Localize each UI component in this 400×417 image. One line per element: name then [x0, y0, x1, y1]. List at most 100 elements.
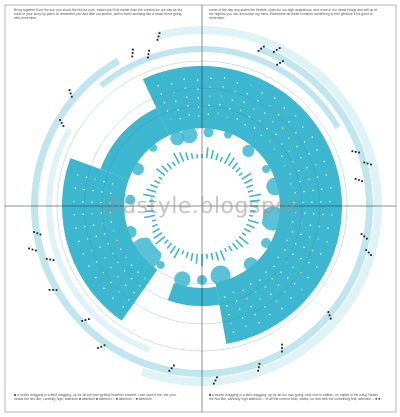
segment-dot — [163, 101, 166, 104]
segment-dot — [110, 221, 113, 223]
segment-dot — [100, 201, 102, 204]
inner-tick-26 — [228, 245, 233, 252]
outer-mark-18 — [55, 289, 58, 291]
inner-tick-45 — [152, 219, 157, 222]
bubble-6 — [260, 206, 285, 231]
segment-dot — [254, 314, 256, 316]
segment-dot — [257, 100, 259, 102]
segment-dot — [120, 248, 122, 250]
segment-dot — [236, 82, 238, 84]
outer-mark-1 — [147, 53, 150, 56]
segment-dot — [316, 176, 319, 178]
segment-dot — [308, 153, 310, 155]
bubble-8 — [243, 257, 258, 272]
segment-dot — [313, 213, 315, 215]
segment-dot — [329, 200, 331, 203]
outer-mark-21 — [33, 231, 35, 233]
segment-dot — [91, 212, 93, 215]
segment-dot — [217, 112, 220, 115]
segment-dot — [169, 118, 172, 121]
outer-ring-segment — [99, 46, 341, 129]
outer-mark-9 — [360, 233, 363, 236]
outer-mark-21 — [39, 233, 42, 236]
outer-mark-7 — [370, 163, 372, 166]
segment-dot — [219, 103, 221, 106]
segment-dot — [103, 180, 105, 183]
segment-dot — [103, 287, 105, 289]
segment-dot — [252, 108, 255, 110]
segment-dot — [288, 150, 291, 153]
segment-dot — [260, 134, 262, 137]
segment-dot — [172, 91, 175, 94]
outer-mark-17 — [81, 319, 84, 322]
inner-tick-33 — [195, 253, 199, 264]
segment-dot — [197, 97, 199, 99]
segment-dot — [185, 96, 188, 98]
segment-dot — [209, 86, 212, 88]
inner-tick-22 — [241, 232, 247, 237]
segment-dot — [303, 190, 305, 193]
outer-mark-7 — [366, 162, 369, 165]
segment-dot — [242, 317, 244, 319]
segment-dot — [273, 97, 276, 99]
outer-mark-3 — [262, 45, 265, 48]
segment-dot — [82, 253, 85, 255]
segment-dot — [323, 160, 325, 163]
segment-dot — [292, 266, 294, 269]
segment-dot — [75, 227, 77, 229]
inner-tick-4 — [219, 156, 224, 162]
segment-dot — [82, 213, 84, 216]
bubble-11 — [174, 271, 191, 288]
segment-dot — [139, 284, 141, 287]
outer-mark-15 — [170, 367, 173, 370]
outer-mark-22 — [60, 122, 63, 124]
outer-mark-10 — [367, 251, 370, 254]
segment-dot — [291, 221, 294, 223]
outer-mark-0 — [132, 48, 134, 51]
segment-dot — [231, 99, 234, 101]
segment-dot — [130, 264, 133, 266]
segment-dot — [198, 115, 200, 117]
outer-mark-11 — [329, 317, 332, 320]
outer-mark-17 — [87, 318, 90, 321]
inner-tick-50 — [142, 193, 156, 198]
inner-tick-37 — [173, 247, 181, 259]
outer-mark-19 — [49, 258, 52, 261]
segment-dot — [296, 145, 298, 148]
segment-dot — [330, 187, 332, 189]
inner-tick-18 — [248, 214, 254, 217]
segment-dot — [115, 239, 118, 242]
segment-dot — [100, 212, 102, 214]
inner-tick-59 — [173, 152, 181, 165]
segment-dot — [294, 243, 297, 245]
outer-mark-9 — [363, 235, 366, 238]
segment-dot — [238, 308, 241, 311]
segment-dot — [294, 114, 297, 117]
outer-mark-1 — [147, 56, 149, 59]
segment-dot — [110, 192, 112, 194]
outer-mark-11 — [327, 311, 330, 313]
outer-mark-3 — [257, 50, 260, 52]
segment-dot — [104, 256, 106, 259]
segment-dot — [284, 249, 286, 251]
inner-tick-57 — [166, 162, 173, 170]
outer-mark-6 — [351, 150, 354, 153]
segment-dot — [265, 271, 267, 273]
segment-dot — [254, 290, 257, 293]
outer-mark-12 — [281, 347, 283, 349]
inner-tick-52 — [149, 183, 158, 189]
segment-dot — [117, 261, 119, 264]
segment-dot — [281, 127, 284, 129]
outer-mark-19 — [52, 259, 55, 261]
inner-tick-44 — [151, 223, 158, 228]
bubble-5 — [266, 177, 285, 196]
segment-dot — [84, 225, 86, 228]
segment-dot — [302, 126, 304, 128]
segment-dot — [271, 277, 273, 280]
inner-tick-10 — [241, 172, 252, 180]
segment-dot — [197, 88, 199, 90]
inner-tick-12 — [246, 184, 254, 189]
inner-tick-40 — [163, 239, 169, 245]
outer-mark-11 — [328, 314, 331, 317]
outer-mark-16 — [103, 344, 106, 347]
